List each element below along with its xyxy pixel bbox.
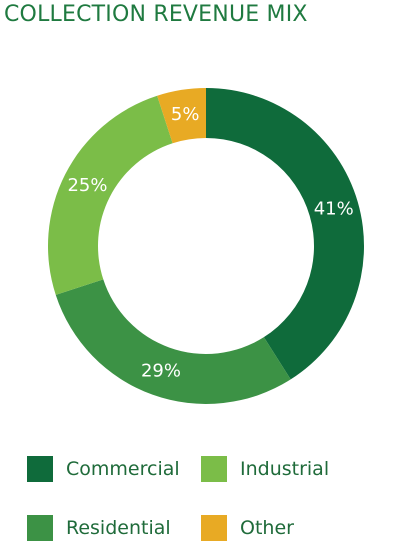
slice-commercial [206,88,364,380]
legend-swatch-other [201,515,227,541]
slice-label-other: 5% [171,104,200,125]
slice-other [157,88,206,144]
slice-industrial [47,95,173,295]
legend-swatch-industrial [201,456,227,482]
chart-title: COLLECTION REVENUE MIX [4,2,308,27]
slice-residential [55,279,291,404]
legend-label-other: Other [240,517,294,539]
slice-label-industrial: 25% [67,175,107,196]
legend-label-residential: Residential [66,517,171,539]
donut-chart: 41% 29% 25% 5% [47,88,364,404]
legend-swatch-residential [27,515,53,541]
slice-label-commercial: 41% [314,198,354,219]
legend-label-industrial: Industrial [240,458,330,480]
legend-label-commercial: Commercial [66,458,180,480]
legend-swatch-commercial [27,456,53,482]
legend-item-other: Other [201,513,294,543]
legend-item-residential: Residential [27,513,171,543]
slice-label-residential: 29% [141,361,181,382]
legend-item-industrial: Industrial [201,454,329,484]
legend-item-commercial: Commercial [27,454,180,484]
